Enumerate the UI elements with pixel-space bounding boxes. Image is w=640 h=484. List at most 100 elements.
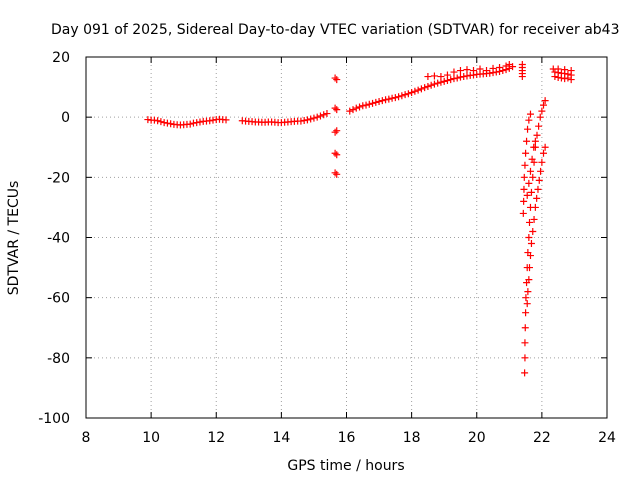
data-point	[391, 94, 399, 102]
y-tick-label: -80	[47, 351, 70, 367]
data-point	[520, 197, 528, 205]
data-point	[333, 106, 341, 114]
data-point	[554, 73, 562, 81]
data-point	[526, 252, 534, 260]
data-point	[375, 98, 383, 106]
data-point	[456, 67, 464, 75]
data-point	[521, 161, 529, 169]
data-point	[157, 118, 165, 126]
x-tick-label: 16	[338, 430, 356, 446]
data-point	[333, 127, 341, 135]
x-tick-label: 10	[142, 430, 160, 446]
data-point	[502, 62, 510, 70]
data-point	[520, 173, 528, 181]
chart-title: Day 091 of 2025, Sidereal Day-to-day VTE…	[51, 22, 620, 38]
data-point	[385, 95, 393, 103]
data-points	[144, 61, 575, 377]
data-point	[346, 107, 354, 115]
data-point	[564, 74, 572, 82]
data-point	[533, 194, 541, 202]
data-point	[450, 68, 458, 76]
axis-ticks	[85, 56, 608, 419]
data-point	[193, 119, 201, 127]
x-tick-labels: 8 10 12 14 16 18 20 22 24	[82, 430, 616, 446]
data-point	[526, 110, 534, 118]
data-point	[331, 74, 339, 82]
x-tick-label: 24	[598, 430, 616, 446]
data-point	[310, 114, 318, 122]
data-point	[307, 115, 315, 123]
data-point	[331, 104, 339, 112]
data-point	[521, 324, 529, 332]
data-point	[331, 149, 339, 157]
data-point	[496, 64, 504, 72]
data-point	[540, 101, 548, 109]
y-tick-label: -100	[38, 411, 70, 427]
data-point	[524, 288, 532, 296]
data-point	[404, 90, 412, 98]
x-tick-label: 12	[207, 430, 225, 446]
data-point	[567, 67, 575, 75]
data-point	[303, 116, 311, 124]
data-point	[356, 103, 364, 111]
data-point	[320, 111, 328, 119]
data-point	[447, 76, 455, 84]
data-point	[492, 68, 500, 76]
data-point	[531, 137, 539, 145]
data-point	[382, 96, 390, 104]
data-point	[316, 112, 324, 120]
data-point	[167, 120, 175, 128]
data-point	[554, 65, 562, 73]
y-tick-labels: 20 0 -20 -40 -60 -80 -100	[38, 50, 70, 427]
y-axis-label: SDTVAR / TECUs	[6, 181, 22, 296]
data-point	[523, 191, 531, 199]
data-point	[440, 77, 448, 85]
data-point	[144, 116, 152, 124]
data-point	[551, 73, 559, 81]
data-point	[535, 122, 543, 130]
data-point	[209, 116, 217, 124]
data-point	[541, 143, 549, 151]
data-point	[222, 116, 230, 124]
data-point	[333, 76, 341, 84]
data-point	[313, 113, 321, 121]
data-point	[460, 73, 468, 81]
data-point	[525, 179, 533, 187]
data-point	[450, 75, 458, 83]
data-point	[424, 82, 432, 90]
data-point	[525, 276, 533, 284]
data-point	[378, 97, 386, 105]
data-point	[430, 80, 438, 88]
data-point	[411, 87, 419, 95]
data-point	[567, 76, 575, 84]
data-point	[398, 92, 406, 100]
data-point	[527, 188, 535, 196]
data-point	[365, 100, 373, 108]
data-point	[518, 73, 526, 81]
data-point	[323, 110, 331, 118]
data-point	[489, 64, 497, 72]
data-point	[437, 73, 445, 81]
data-point	[395, 93, 403, 101]
data-point	[476, 65, 484, 73]
data-point	[526, 264, 534, 272]
data-point	[333, 170, 341, 178]
data-point	[427, 81, 435, 89]
data-point	[531, 203, 539, 211]
data-point	[196, 118, 204, 126]
data-point	[537, 167, 545, 175]
data-point	[540, 149, 548, 157]
data-point	[424, 73, 432, 81]
x-tick-label: 20	[468, 430, 486, 446]
y-tick-label: 0	[61, 110, 70, 126]
data-point	[388, 94, 396, 102]
data-point	[526, 218, 534, 226]
data-point	[163, 119, 171, 127]
data-point	[417, 85, 425, 93]
data-point	[362, 101, 370, 109]
data-point	[561, 66, 569, 74]
data-point	[456, 73, 464, 81]
data-point	[414, 86, 422, 94]
data-point	[154, 117, 162, 125]
